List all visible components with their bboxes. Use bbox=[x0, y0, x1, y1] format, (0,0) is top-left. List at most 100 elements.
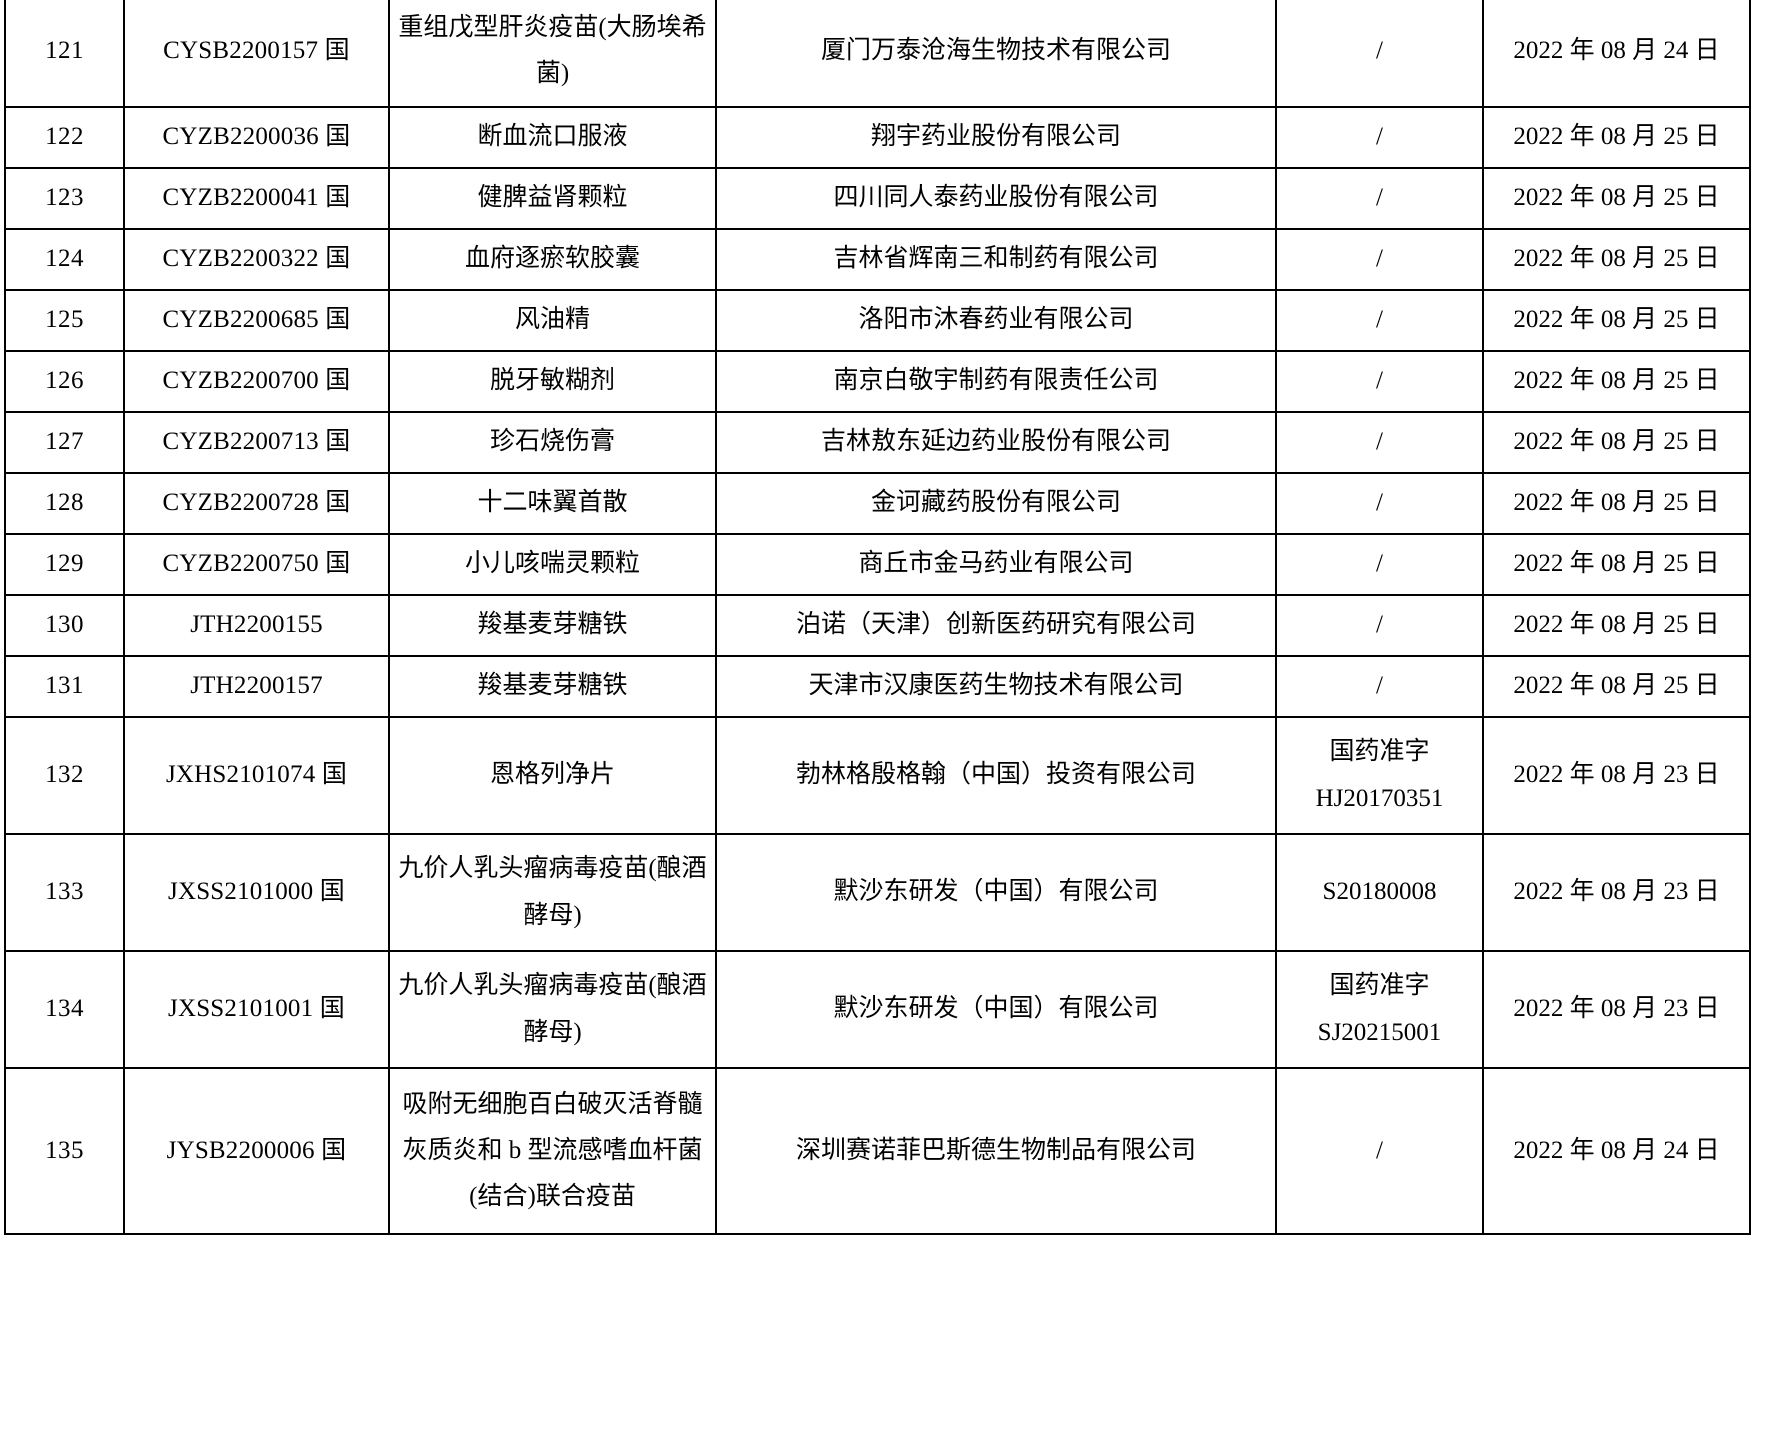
cell-sequence-number: 133 bbox=[4, 833, 125, 952]
table-row: 127 CYZB2200713 国 珍石烧伤膏 吉林敖东延边药业股份有限公司 /… bbox=[4, 411, 1751, 474]
cell-decision-date: 2022 年 08 月 25 日 bbox=[1482, 533, 1751, 596]
cell-drug-name: 重组戊型肝炎疫苗(大肠埃希菌) bbox=[388, 0, 717, 108]
table-row: 132 JXHS2101074 国 恩格列净片 勃林格殷格翰（中国）投资有限公司… bbox=[4, 716, 1751, 835]
cell-sequence-number: 131 bbox=[4, 655, 125, 718]
cell-approval-number: / bbox=[1275, 228, 1484, 291]
cell-company-name: 默沙东研发（中国）有限公司 bbox=[715, 950, 1277, 1069]
cell-company-name: 洛阳市沐春药业有限公司 bbox=[715, 289, 1277, 352]
cell-drug-name: 风油精 bbox=[388, 289, 717, 352]
cell-decision-date: 2022 年 08 月 25 日 bbox=[1482, 350, 1751, 413]
approval-number-prefix: 国药准字 bbox=[1329, 738, 1430, 766]
cell-approval-number: / bbox=[1275, 350, 1484, 413]
cell-drug-name: 恩格列净片 bbox=[388, 716, 717, 835]
cell-sequence-number: 128 bbox=[4, 472, 125, 535]
cell-acceptance-number: JXHS2101074 国 bbox=[123, 716, 390, 835]
cell-decision-date: 2022 年 08 月 23 日 bbox=[1482, 833, 1751, 952]
cell-sequence-number: 129 bbox=[4, 533, 125, 596]
table-row: 126 CYZB2200700 国 脱牙敏糊剂 南京白敬宇制药有限责任公司 / … bbox=[4, 350, 1751, 413]
cell-acceptance-number: CYZB2200036 国 bbox=[123, 106, 390, 169]
cell-sequence-number: 130 bbox=[4, 594, 125, 657]
cell-drug-name: 吸附无细胞百白破灭活脊髓灰质炎和 b 型流感嗜血杆菌(结合)联合疫苗 bbox=[388, 1067, 717, 1235]
cell-sequence-number: 124 bbox=[4, 228, 125, 291]
cell-drug-name: 断血流口服液 bbox=[388, 106, 717, 169]
cell-sequence-number: 121 bbox=[4, 0, 125, 108]
cell-acceptance-number: CYZB2200700 国 bbox=[123, 350, 390, 413]
cell-company-name: 吉林省辉南三和制药有限公司 bbox=[715, 228, 1277, 291]
cell-sequence-number: 123 bbox=[4, 167, 125, 230]
cell-decision-date: 2022 年 08 月 25 日 bbox=[1482, 655, 1751, 718]
cell-acceptance-number: JXSS2101000 国 bbox=[123, 833, 390, 952]
cell-sequence-number: 135 bbox=[4, 1067, 125, 1235]
cell-approval-number: / bbox=[1275, 167, 1484, 230]
cell-acceptance-number: JTH2200157 bbox=[123, 655, 390, 718]
cell-drug-name: 九价人乳头瘤病毒疫苗(酿酒酵母) bbox=[388, 950, 717, 1069]
table-row: 134 JXSS2101001 国 九价人乳头瘤病毒疫苗(酿酒酵母) 默沙东研发… bbox=[4, 950, 1751, 1069]
table-row: 131 JTH2200157 羧基麦芽糖铁 天津市汉康医药生物技术有限公司 / … bbox=[4, 655, 1751, 718]
cell-company-name: 翔宇药业股份有限公司 bbox=[715, 106, 1277, 169]
cell-drug-name: 羧基麦芽糖铁 bbox=[388, 594, 717, 657]
cell-company-name: 四川同人泰药业股份有限公司 bbox=[715, 167, 1277, 230]
cell-sequence-number: 126 bbox=[4, 350, 125, 413]
cell-approval-number: / bbox=[1275, 472, 1484, 535]
cell-decision-date: 2022 年 08 月 25 日 bbox=[1482, 472, 1751, 535]
cell-approval-number: / bbox=[1275, 533, 1484, 596]
table-row: 122 CYZB2200036 国 断血流口服液 翔宇药业股份有限公司 / 20… bbox=[4, 106, 1751, 169]
cell-acceptance-number: CYSB2200157 国 bbox=[123, 0, 390, 108]
cell-acceptance-number: CYZB2200728 国 bbox=[123, 472, 390, 535]
cell-company-name: 南京白敬宇制药有限责任公司 bbox=[715, 350, 1277, 413]
cell-decision-date: 2022 年 08 月 24 日 bbox=[1482, 1067, 1751, 1235]
table-row: 130 JTH2200155 羧基麦芽糖铁 泊诺（天津）创新医药研究有限公司 /… bbox=[4, 594, 1751, 657]
table-row: 133 JXSS2101000 国 九价人乳头瘤病毒疫苗(酿酒酵母) 默沙东研发… bbox=[4, 833, 1751, 952]
drug-approval-table: 121 CYSB2200157 国 重组戊型肝炎疫苗(大肠埃希菌) 厦门万泰沧海… bbox=[4, 0, 1751, 1235]
cell-company-name: 深圳赛诺菲巴斯德生物制品有限公司 bbox=[715, 1067, 1277, 1235]
cell-decision-date: 2022 年 08 月 23 日 bbox=[1482, 716, 1751, 835]
cell-approval-number: / bbox=[1275, 655, 1484, 718]
table-row: 125 CYZB2200685 国 风油精 洛阳市沐春药业有限公司 / 2022… bbox=[4, 289, 1751, 352]
cell-approval-number: / bbox=[1275, 411, 1484, 474]
cell-acceptance-number: CYZB2200041 国 bbox=[123, 167, 390, 230]
cell-decision-date: 2022 年 08 月 24 日 bbox=[1482, 0, 1751, 108]
table-row: 129 CYZB2200750 国 小儿咳喘灵颗粒 商丘市金马药业有限公司 / … bbox=[4, 533, 1751, 596]
cell-drug-name: 羧基麦芽糖铁 bbox=[388, 655, 717, 718]
cell-sequence-number: 134 bbox=[4, 950, 125, 1069]
cell-acceptance-number: CYZB2200713 国 bbox=[123, 411, 390, 474]
table-row: 128 CYZB2200728 国 十二味翼首散 金诃藏药股份有限公司 / 20… bbox=[4, 472, 1751, 535]
cell-drug-name: 珍石烧伤膏 bbox=[388, 411, 717, 474]
cell-sequence-number: 127 bbox=[4, 411, 125, 474]
cell-company-name: 厦门万泰沧海生物技术有限公司 bbox=[715, 0, 1277, 108]
cell-acceptance-number: JTH2200155 bbox=[123, 594, 390, 657]
approval-number-prefix: 国药准字 bbox=[1329, 972, 1430, 1000]
cell-company-name: 商丘市金马药业有限公司 bbox=[715, 533, 1277, 596]
cell-approval-number: 国药准字 HJ20170351 bbox=[1275, 716, 1484, 835]
cell-decision-date: 2022 年 08 月 25 日 bbox=[1482, 411, 1751, 474]
cell-decision-date: 2022 年 08 月 23 日 bbox=[1482, 950, 1751, 1069]
cell-decision-date: 2022 年 08 月 25 日 bbox=[1482, 167, 1751, 230]
cell-acceptance-number: CYZB2200685 国 bbox=[123, 289, 390, 352]
cell-drug-name: 九价人乳头瘤病毒疫苗(酿酒酵母) bbox=[388, 833, 717, 952]
cell-approval-number: 国药准字 SJ20215001 bbox=[1275, 950, 1484, 1069]
cell-company-name: 天津市汉康医药生物技术有限公司 bbox=[715, 655, 1277, 718]
cell-approval-number: / bbox=[1275, 594, 1484, 657]
cell-approval-number: / bbox=[1275, 1067, 1484, 1235]
cell-company-name: 金诃藏药股份有限公司 bbox=[715, 472, 1277, 535]
table-row: 123 CYZB2200041 国 健脾益肾颗粒 四川同人泰药业股份有限公司 /… bbox=[4, 167, 1751, 230]
cell-company-name: 勃林格殷格翰（中国）投资有限公司 bbox=[715, 716, 1277, 835]
cell-drug-name: 十二味翼首散 bbox=[388, 472, 717, 535]
cell-approval-number: / bbox=[1275, 106, 1484, 169]
cell-acceptance-number: CYZB2200750 国 bbox=[123, 533, 390, 596]
cell-drug-name: 脱牙敏糊剂 bbox=[388, 350, 717, 413]
cell-decision-date: 2022 年 08 月 25 日 bbox=[1482, 594, 1751, 657]
cell-acceptance-number: JXSS2101001 国 bbox=[123, 950, 390, 1069]
cell-decision-date: 2022 年 08 月 25 日 bbox=[1482, 228, 1751, 291]
table-body: 121 CYSB2200157 国 重组戊型肝炎疫苗(大肠埃希菌) 厦门万泰沧海… bbox=[4, 0, 1751, 1235]
cell-approval-number: / bbox=[1275, 0, 1484, 108]
cell-decision-date: 2022 年 08 月 25 日 bbox=[1482, 289, 1751, 352]
approval-number-code: HJ20170351 bbox=[1315, 784, 1444, 812]
table-row: 124 CYZB2200322 国 血府逐瘀软胶囊 吉林省辉南三和制药有限公司 … bbox=[4, 228, 1751, 291]
cell-company-name: 泊诺（天津）创新医药研究有限公司 bbox=[715, 594, 1277, 657]
cell-acceptance-number: JYSB2200006 国 bbox=[123, 1067, 390, 1235]
table-row: 121 CYSB2200157 国 重组戊型肝炎疫苗(大肠埃希菌) 厦门万泰沧海… bbox=[4, 0, 1751, 108]
cell-drug-name: 健脾益肾颗粒 bbox=[388, 167, 717, 230]
cell-drug-name: 血府逐瘀软胶囊 bbox=[388, 228, 717, 291]
